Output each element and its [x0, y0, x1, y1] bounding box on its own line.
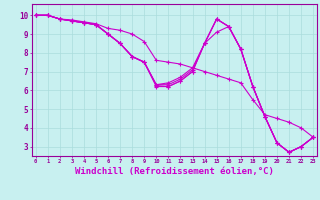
X-axis label: Windchill (Refroidissement éolien,°C): Windchill (Refroidissement éolien,°C): [75, 167, 274, 176]
